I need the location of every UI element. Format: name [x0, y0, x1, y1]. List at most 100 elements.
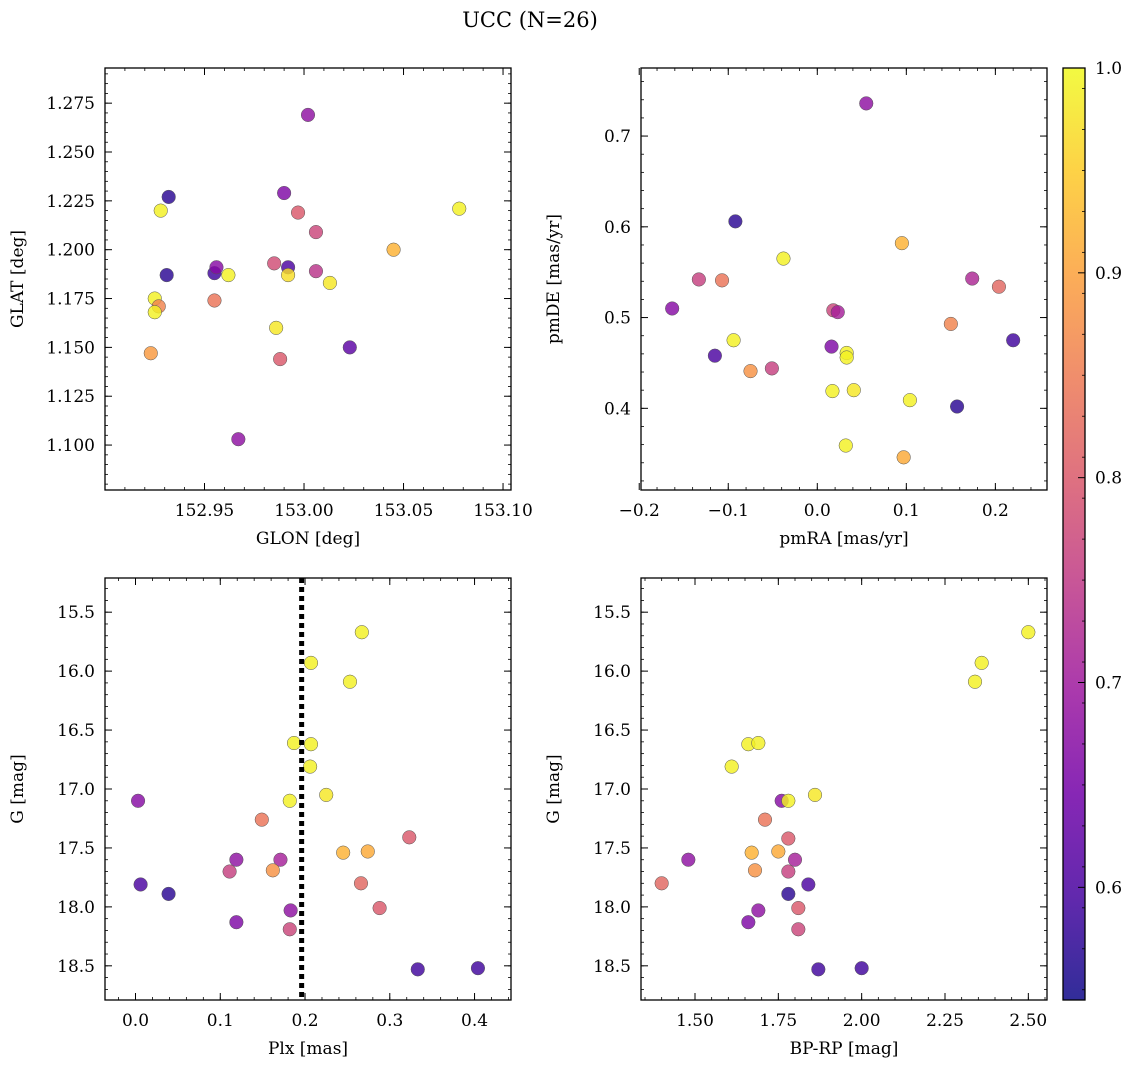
- scatter-point: [726, 333, 741, 348]
- scatter-point: [372, 901, 387, 916]
- scatter-point: [807, 787, 823, 802]
- x-tick-label: 2.00: [843, 1011, 881, 1031]
- scatter-point: [896, 450, 911, 465]
- y-tick-label: 0.6: [604, 218, 631, 238]
- scatter-point: [282, 922, 297, 937]
- scatter-point: [229, 915, 244, 930]
- x-tick-label: 0.2: [292, 1011, 319, 1031]
- x-tick-label: 153.05: [374, 501, 433, 521]
- y-tick-label: 18.5: [593, 957, 631, 977]
- scatter-point: [386, 242, 401, 257]
- data-points: [131, 578, 485, 1000]
- scatter-point: [791, 922, 806, 937]
- x-tick-label: 0.1: [207, 1011, 234, 1031]
- scatter-point: [781, 831, 796, 846]
- scatter-point: [300, 107, 316, 122]
- y-tick-label: 1.150: [46, 338, 95, 358]
- scatter-point: [791, 901, 806, 916]
- scatter-point: [273, 352, 288, 367]
- y-axis-label: G [mag]: [544, 754, 564, 823]
- colorbar-tick-label: 0.9: [1095, 264, 1122, 284]
- x-tick-label: 152.95: [175, 501, 234, 521]
- colorbar-tick-label: 0.6: [1095, 878, 1122, 898]
- x-tick-label: 0.0: [804, 501, 831, 521]
- y-axis-label: pmDE [mas/yr]: [544, 214, 564, 344]
- scatter-point: [991, 279, 1006, 294]
- scatter-point: [741, 915, 756, 930]
- scatter-point: [222, 864, 237, 879]
- scatter-point: [303, 759, 318, 774]
- subplot-4: 1.50 1.75 2.00 2.25 2.50 15.5 16.0 16.5 17.0 17.5…: [544, 577, 1048, 1059]
- scatter-point: [452, 201, 467, 216]
- y-tick-label: 18.0: [593, 898, 631, 918]
- scatter-point: [221, 268, 236, 283]
- x-tick-label: 1.50: [676, 1011, 714, 1031]
- scatter-point: [825, 384, 840, 399]
- scatter-point: [131, 793, 146, 808]
- y-tick-label: 16.0: [57, 662, 95, 682]
- scatter-point: [824, 339, 839, 354]
- scatter-point: [286, 735, 302, 751]
- x-axis-label: Plx [mas]: [268, 1039, 348, 1059]
- scatter-point: [322, 275, 337, 290]
- y-tick-label: 0.5: [604, 309, 631, 329]
- scatter-point: [854, 961, 869, 976]
- scatter-point: [839, 350, 854, 365]
- scatter-point: [751, 903, 766, 918]
- scatter-point: [846, 383, 861, 398]
- y-tick-label: 16.0: [593, 662, 631, 682]
- scatter-point: [265, 863, 280, 878]
- y-tick-label: 1.200: [46, 241, 95, 261]
- y-tick-label: 0.7: [604, 127, 631, 147]
- x-tick-label: 0.1: [893, 501, 920, 521]
- x-tick-label: 0.0: [122, 1011, 149, 1031]
- scatter-point: [269, 320, 284, 335]
- scatter-point: [231, 432, 246, 447]
- scatter-point: [743, 364, 758, 379]
- scatter-point: [967, 674, 983, 689]
- scatter-point: [950, 399, 965, 414]
- x-tick-label: 153.10: [473, 501, 532, 521]
- y-tick-label: 18.5: [57, 957, 95, 977]
- scatter-point: [781, 864, 796, 879]
- y-tick-label: 17.5: [57, 839, 95, 859]
- y-tick-label: 1.125: [46, 387, 95, 407]
- x-tick-label: 0.4: [461, 1011, 488, 1031]
- scatter-point: [811, 962, 826, 977]
- scatter-point: [665, 301, 680, 316]
- x-axis-label: GLON [deg]: [256, 529, 360, 549]
- scatter-point: [776, 251, 791, 266]
- x-axis-label: pmRA [mas/yr]: [779, 529, 908, 549]
- scatter-point: [714, 273, 730, 288]
- scatter-point: [1006, 333, 1021, 348]
- scatter-point: [303, 737, 319, 752]
- data-points: [654, 625, 1036, 977]
- scatter-point: [147, 305, 162, 320]
- scatter-point: [470, 961, 485, 976]
- scatter-point: [724, 759, 739, 774]
- scatter-point: [303, 655, 319, 670]
- scatter-point: [410, 962, 425, 977]
- scatter-point: [281, 268, 296, 283]
- scatter-point: [277, 185, 292, 201]
- axes-frame: [104, 577, 512, 1001]
- scatter-point: [707, 348, 722, 363]
- x-tick-label: 0.2: [982, 501, 1009, 521]
- y-tick-label: 17.0: [57, 780, 95, 800]
- scatter-point: [781, 886, 796, 901]
- scatter-point: [894, 236, 909, 251]
- y-tick-label: 16.5: [593, 721, 631, 741]
- scatter-point: [859, 96, 874, 111]
- axes-frame: [640, 577, 1048, 1001]
- scatter-point: [133, 877, 148, 892]
- data-points: [143, 107, 467, 447]
- y-tick-label: 17.0: [593, 780, 631, 800]
- scatter-point: [965, 271, 980, 286]
- scatter-point: [943, 316, 958, 331]
- axes-frame: [104, 67, 512, 491]
- scatter-point: [757, 812, 773, 827]
- subplot-3: 0.0 0.1 0.2 0.3 0.4 15.5 16.0 16.5 17.0 17.5 18.0 1…: [8, 577, 512, 1059]
- y-tick-label: 1.250: [46, 143, 95, 163]
- y-tick-label: 15.5: [593, 603, 631, 623]
- scatter-point: [751, 735, 766, 751]
